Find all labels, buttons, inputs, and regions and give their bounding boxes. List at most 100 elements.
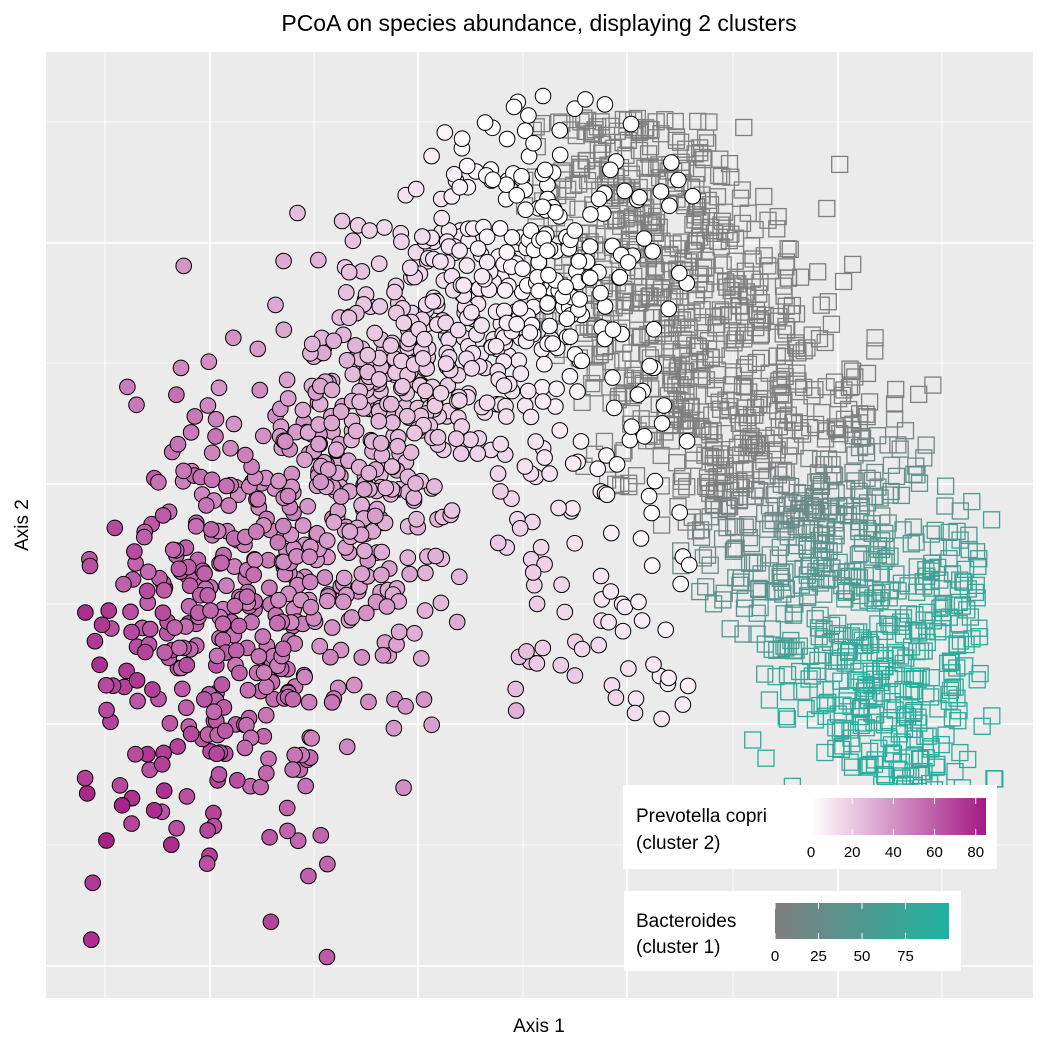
cluster-2-point-305 <box>401 565 419 583</box>
cluster-2-point-590 <box>182 424 200 441</box>
cluster-2-point-642 <box>257 706 275 724</box>
cluster-2-point-937 <box>453 130 471 147</box>
cluster-1-point-1298 <box>910 749 929 767</box>
cluster-1-point-1050 <box>836 590 854 608</box>
cluster-2-point-530 <box>289 204 306 222</box>
cluster-2-point-1104 <box>323 414 341 432</box>
cluster-2-point-752 <box>251 381 269 399</box>
cluster-2-point-819 <box>196 691 213 708</box>
cluster-2-point-907 <box>487 337 505 355</box>
cluster-1-point-951 <box>769 549 788 567</box>
cluster-2-point-330 <box>169 738 186 755</box>
cluster-2-point-671 <box>661 197 678 215</box>
cluster-2-point-887 <box>389 438 407 455</box>
cluster-2-point-668 <box>200 353 218 371</box>
cluster-2-point-919 <box>332 403 350 420</box>
cluster-1-point-298 <box>834 272 853 291</box>
cluster-1-point-863 <box>982 511 1001 529</box>
cluster-2-point-640 <box>458 257 476 274</box>
cluster-1-point-894 <box>687 522 705 540</box>
cluster-1-point-115 <box>559 180 577 199</box>
cluster-2-point-593 <box>294 401 312 419</box>
cluster-2-point-7 <box>199 397 217 414</box>
cluster-1-point-521 <box>724 367 743 385</box>
cluster-1-point-468 <box>866 342 884 360</box>
cluster-1-point-1187 <box>767 667 785 686</box>
cluster-2-point-408 <box>278 799 296 817</box>
cluster-2-point-510 <box>91 656 108 674</box>
cluster-2-point-1046 <box>284 691 302 708</box>
cluster-2-point-934 <box>408 510 425 528</box>
cluster-2-point-47 <box>360 693 377 711</box>
cluster-1-point-879 <box>904 518 923 536</box>
cluster-1-point-1176 <box>943 664 961 682</box>
cluster-1-point-755 <box>887 467 906 486</box>
cluster-1-point-652 <box>843 420 861 439</box>
cluster-2-point-122 <box>406 625 423 642</box>
cluster-1-point-1255 <box>806 711 825 729</box>
cluster-1-point-266 <box>777 258 795 276</box>
cluster-1-point-844 <box>951 502 969 520</box>
cluster-1-point-573 <box>803 387 821 405</box>
cluster-1-point-1312 <box>890 761 908 779</box>
cluster-1-point-662 <box>716 424 734 443</box>
cluster-2-point-1078 <box>680 556 698 574</box>
cluster-2-point-62 <box>278 371 296 389</box>
cluster-2-point-974 <box>332 488 350 505</box>
cluster-2-point-876 <box>269 534 287 551</box>
cluster-1-point-1024 <box>959 580 977 598</box>
cluster-2-point-930 <box>169 435 187 453</box>
cluster-2-point-992 <box>519 382 537 400</box>
cluster-2-point-663 <box>164 541 182 559</box>
cluster-2-point-755 <box>213 676 231 693</box>
cluster-1-point-564 <box>771 385 790 403</box>
legend-bacteroides-subtitle: (cluster 1) <box>636 937 720 958</box>
cluster-1-point-897 <box>850 522 868 541</box>
cluster-2-point-823 <box>300 693 318 711</box>
cluster-2-point-1085 <box>551 146 569 164</box>
cluster-1-point-235 <box>781 240 799 259</box>
cluster-1-point-1060 <box>786 595 804 613</box>
cluster-2-point-552 <box>122 603 139 621</box>
cluster-1-point-1250 <box>777 707 795 726</box>
cluster-1-point-1254 <box>778 710 797 728</box>
cluster-2-point-960 <box>406 424 423 442</box>
cluster-2-point-667 <box>136 528 153 546</box>
cluster-1-point-782 <box>812 477 831 496</box>
cluster-2-point-1047 <box>254 628 272 645</box>
cluster-2-point-609 <box>643 557 661 574</box>
cluster-2-point-1028 <box>275 252 292 270</box>
cluster-2-point-1004 <box>145 802 163 819</box>
legend-prevotella-colorbar <box>811 798 986 835</box>
cluster-1-point-825 <box>719 496 737 515</box>
cluster-1-point-1300 <box>959 750 977 769</box>
cluster-1-points <box>515 109 1004 799</box>
cluster-1-point-974 <box>794 559 812 578</box>
cluster-1-point-19 <box>735 118 753 137</box>
x-axis-label: Axis 1 <box>513 1016 565 1037</box>
cluster-1-point-726 <box>755 452 773 471</box>
cluster-2-point-933 <box>323 694 341 711</box>
cluster-1-point-107 <box>564 176 583 195</box>
cluster-1-point-1049 <box>864 589 882 607</box>
cluster-2-point-133 <box>163 836 180 854</box>
cluster-2-point-430 <box>137 643 154 661</box>
cluster-1-point-1211 <box>793 682 811 700</box>
cluster-2-point-1084 <box>539 242 556 259</box>
cluster-1-point-1263 <box>852 716 870 735</box>
cluster-1-point-1075 <box>811 606 829 625</box>
cluster-2-point-760 <box>208 647 226 665</box>
cluster-2-point-867 <box>630 593 647 611</box>
cluster-1-point-1034 <box>764 583 783 601</box>
cluster-1-point-1216 <box>917 685 935 703</box>
cluster-2-point-1081 <box>356 481 373 498</box>
cluster-2-point-582 <box>111 777 129 794</box>
cluster-2-point-749 <box>390 623 408 641</box>
cluster-2-point-988 <box>338 738 356 756</box>
cluster-1-point-691 <box>917 436 935 454</box>
cluster-1-point-647 <box>801 418 819 437</box>
cluster-1-point-228 <box>712 238 730 256</box>
cluster-1-point-950 <box>694 549 713 567</box>
cluster-2-point-824 <box>230 617 248 635</box>
cluster-1-point-1221 <box>922 688 940 706</box>
